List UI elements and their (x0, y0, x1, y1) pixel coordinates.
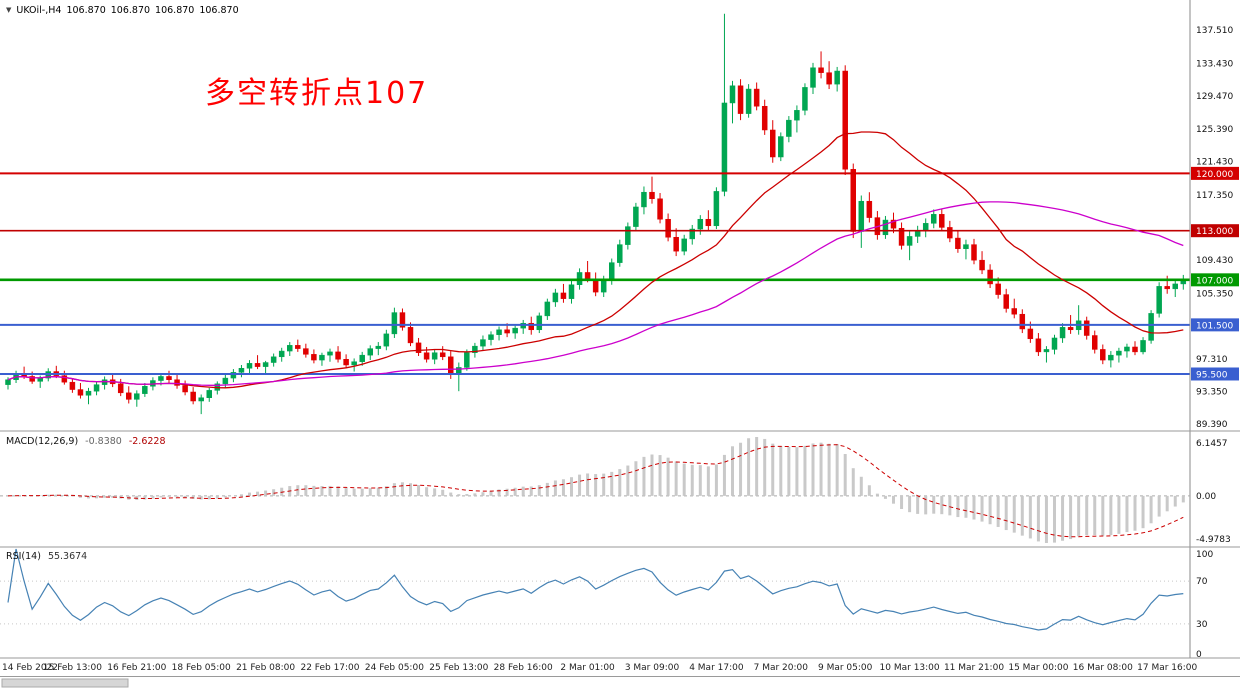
rsi-axis-label: 100 (1196, 550, 1213, 560)
macd-signal-value: -2.6228 (128, 436, 166, 447)
price-tick-label: 109.430 (1196, 256, 1233, 266)
macd-axis-label: -4.9783 (1196, 535, 1231, 545)
price-tick-label: 133.430 (1196, 59, 1233, 69)
time-label: 11 Mar 21:00 (944, 663, 1004, 673)
time-label: 7 Mar 20:00 (754, 663, 809, 673)
time-label: 14 Feb 2022 (2, 663, 58, 673)
moving-average-line (7, 201, 1184, 386)
quote-low: 106.870 (155, 5, 195, 16)
price-badge-label: 120.000 (1196, 170, 1233, 180)
quote-open: 106.870 (66, 5, 106, 16)
price-tick-label: 93.350 (1196, 388, 1228, 398)
rsi-axis-label: 70 (1196, 577, 1208, 587)
price-badge-label: 95.500 (1196, 370, 1228, 380)
collapse-arrow-icon[interactable]: ▼ (6, 6, 12, 14)
price-tick-label: 129.470 (1196, 92, 1233, 102)
price-badge (1191, 367, 1239, 381)
time-label: 25 Feb 13:00 (429, 663, 488, 673)
annotation-text: 多空转折点107 (205, 76, 429, 111)
quote-high: 106.870 (110, 5, 151, 16)
time-label: 16 Mar 08:00 (1073, 663, 1133, 673)
price-tick-label: 121.430 (1196, 158, 1233, 168)
quote-close: 106.870 (199, 5, 239, 16)
time-label: 28 Feb 16:00 (494, 663, 553, 673)
macd-indicator-label: MACD(12,26,9) (6, 436, 79, 447)
time-label: 21 Feb 08:00 (236, 663, 295, 673)
time-label: 4 Mar 17:00 (689, 663, 744, 673)
macd-axis-label: 0.00 (1196, 492, 1216, 502)
price-badge (1191, 318, 1239, 332)
time-label: 22 Feb 17:00 (300, 663, 359, 673)
time-label: 15 Mar 00:00 (1008, 663, 1068, 673)
time-label: 18 Feb 05:00 (172, 663, 231, 673)
rsi-axis-label: 30 (1196, 620, 1208, 630)
moving-average-line (7, 131, 1184, 389)
rsi-value: 55.3674 (47, 551, 88, 562)
price-tick-label: 125.390 (1196, 125, 1233, 135)
price-tick-label: 97.310 (1196, 355, 1228, 365)
time-label: 2 Mar 01:00 (560, 663, 615, 673)
time-label: 16 Feb 21:00 (107, 663, 166, 673)
main-chart-panel[interactable] (0, 13, 1190, 415)
price-badge (1191, 224, 1239, 238)
rsi-axis-label: 0 (1196, 650, 1202, 660)
candles-layer (5, 13, 1187, 415)
symbol-info[interactable]: ▼ UKOil-,H4 106.870 106.870 106.870 106.… (6, 5, 239, 16)
rsi-indicator-label: RSI(14) (6, 551, 41, 562)
scrollbar-thumb[interactable] (1, 678, 129, 688)
price-axis[interactable]: 137.510 133.430 129.470 125.390 121.430 117.3… (1189, 0, 1239, 660)
price-tick-label: 89.390 (1196, 420, 1228, 430)
time-label: 24 Feb 05:00 (365, 663, 424, 673)
price-badge-label: 101.500 (1196, 321, 1233, 331)
price-tick-label: 117.350 (1196, 191, 1233, 201)
macd-panel[interactable] (0, 437, 1190, 543)
price-tick-label: 105.350 (1196, 289, 1233, 299)
price-badge-label: 113.000 (1196, 227, 1233, 237)
macd-axis-label: 6.1457 (1196, 439, 1228, 449)
time-label: 10 Mar 13:00 (880, 663, 940, 673)
time-label: 17 Mar 16:00 (1137, 663, 1197, 673)
rsi-line (7, 548, 1184, 631)
macd-indicator-header: MACD(12,26,9) -0.8380 -2.6228 (6, 436, 166, 447)
macd-main-value: -0.8380 (85, 436, 122, 447)
price-badge (1191, 166, 1239, 180)
price-badge-label: 107.000 (1196, 276, 1233, 286)
rsi-panel[interactable] (0, 548, 1190, 631)
price-badge (1191, 273, 1239, 287)
symbol-title: UKOil-,H4 (16, 5, 62, 16)
time-label: 3 Mar 09:00 (625, 663, 680, 673)
time-label: 9 Mar 05:00 (818, 663, 873, 673)
macd-signal-line (7, 444, 1184, 538)
rsi-indicator-header: RSI(14) 55.3674 (6, 551, 87, 562)
time-label: 15 Feb 13:00 (43, 663, 102, 673)
price-tick-label: 137.510 (1196, 26, 1233, 36)
